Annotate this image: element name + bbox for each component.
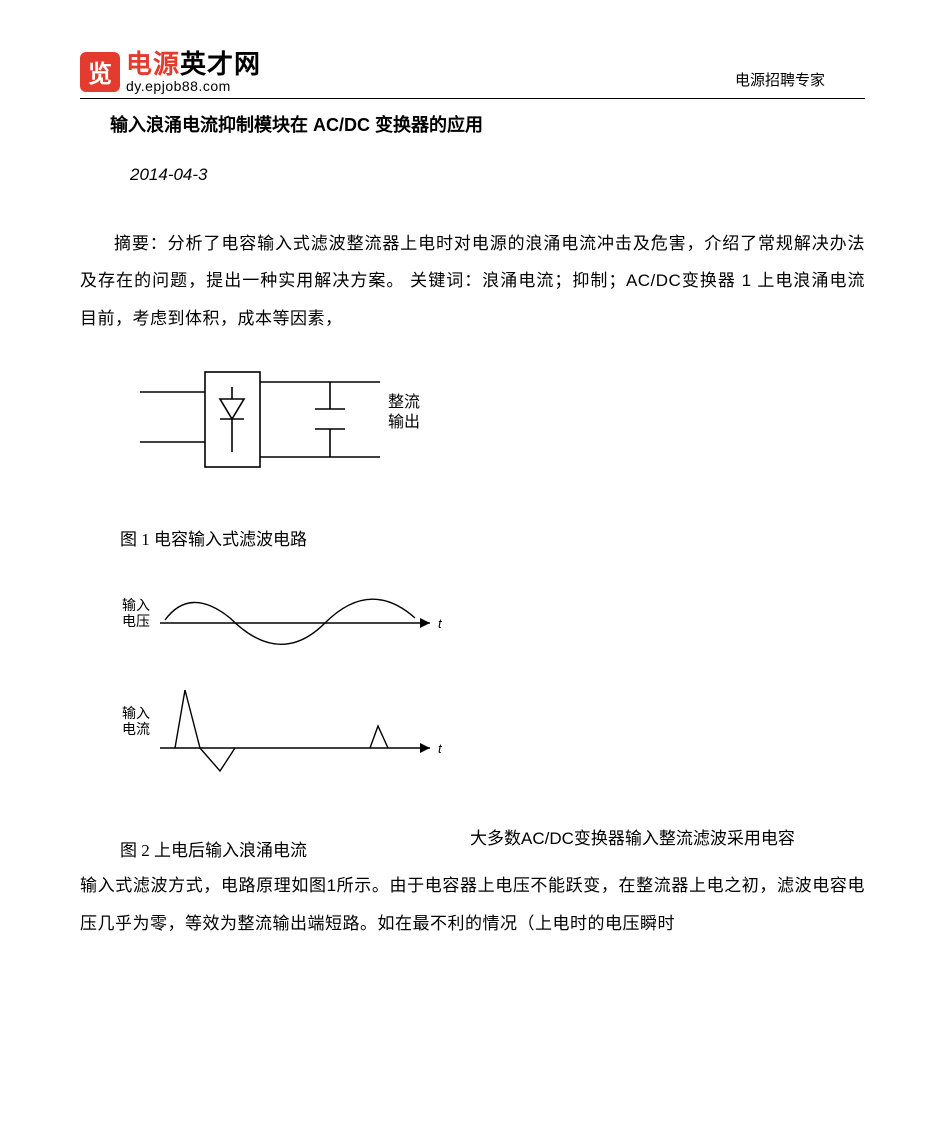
svg-text:电流: 电流 [122,722,150,738]
logo-text: 电源英才网 dy.epjob88.com [126,50,261,94]
figure-2-waveform: t 输入 电压 t 输入 电流 [120,568,460,828]
header-right-text: 电源招聘专家 [735,69,865,94]
logo-icon: 览 [80,52,120,92]
article-title: 输入浪涌电流抑制模块在 AC/DC 变换器的应用 [110,111,865,137]
article-date: 2014-04-3 [130,165,865,185]
figure-2-caption: 图 2 上电后输入浪涌电流 [120,836,460,861]
figure-2: t 输入 电压 t 输入 电流 图 2 上电后输入浪涌电流 [120,568,460,861]
logo-brand: 电源英才网 [126,50,261,79]
brand-red-text: 电源 [126,49,180,79]
svg-text:输出: 输出 [388,413,420,431]
svg-text:电压: 电压 [122,614,150,630]
svg-text:t: t [438,616,443,631]
figure-1: 整流 输出 图 1 电容输入式滤波电路 [120,347,440,550]
figure-1-caption: 图 1 电容输入式滤波电路 [120,525,440,550]
figure-2-inline-text: 大多数AC/DC变换器输入整流滤波采用电容 [470,820,865,861]
svg-text:输入: 输入 [122,598,150,614]
brand-black-text: 英才网 [180,49,261,79]
page-header: 览 电源英才网 dy.epjob88.com 电源招聘专家 [80,50,865,99]
svg-text:输入: 输入 [122,706,150,722]
figures-container: 整流 输出 图 1 电容输入式滤波电路 t 输入 电压 t [120,347,865,861]
svg-text:t: t [438,741,443,756]
logo-url: dy.epjob88.com [126,79,261,94]
continuation-paragraph: 输入式滤波方式，电路原理如图1所示。由于电容器上电压不能跃变，在整流器上电之初，… [80,867,865,942]
abstract-paragraph: 摘要：分析了电容输入式滤波整流器上电时对电源的浪涌电流冲击及危害，介绍了常规解决… [80,225,865,337]
figure-1-diagram: 整流 输出 [120,347,440,517]
logo-block: 览 电源英才网 dy.epjob88.com [80,50,261,94]
svg-text:整流: 整流 [388,393,420,411]
